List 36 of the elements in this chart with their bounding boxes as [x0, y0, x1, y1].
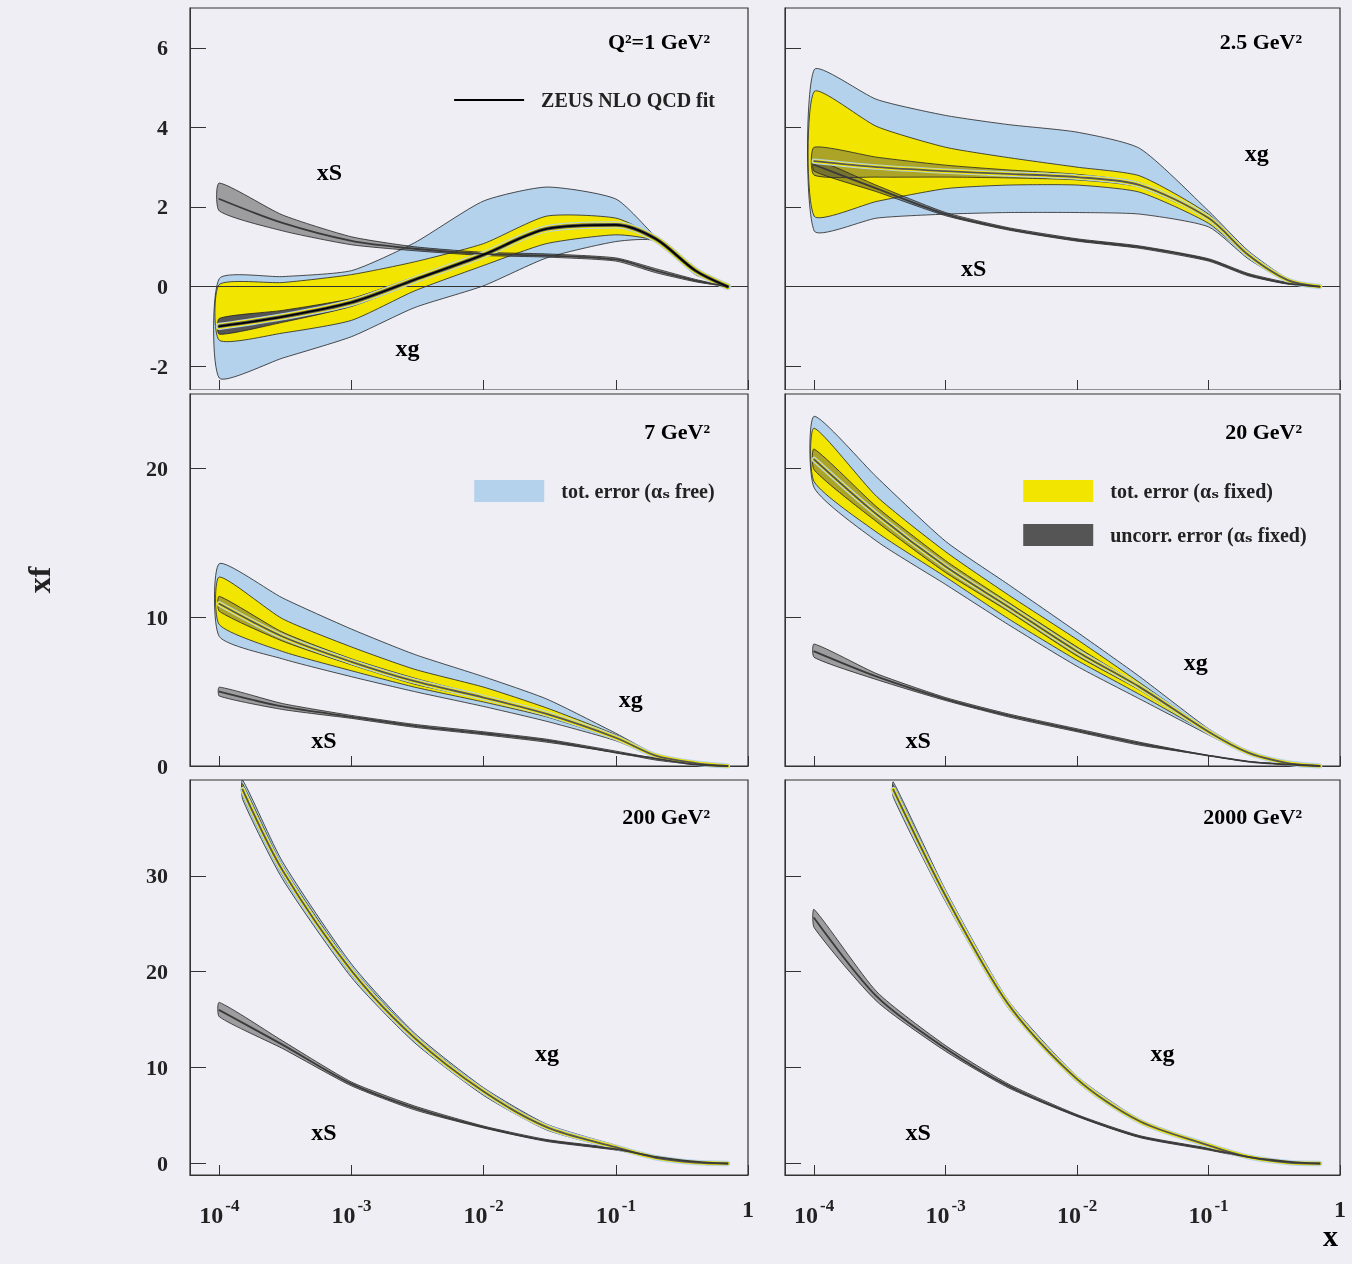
annotation: xg	[395, 334, 420, 361]
y-tick-label: 6	[157, 35, 168, 61]
annotation: xS	[311, 1118, 337, 1145]
y-tick-label: 2	[157, 194, 168, 220]
y-axis-title: xf	[21, 566, 57, 594]
y-tick-label: 0	[157, 274, 168, 300]
y-tick-label: 20	[146, 455, 168, 481]
annotation: xg	[618, 686, 643, 713]
annotation: xS	[961, 254, 987, 281]
y-tick-label: 30	[146, 863, 168, 889]
y-tick-label: 4	[157, 114, 168, 140]
y-tick-label: 10	[146, 604, 168, 630]
legend-label: ZEUS NLO QCD fit	[541, 89, 716, 111]
y-tick-label: 0	[157, 1151, 168, 1176]
annotation: xg	[535, 1039, 560, 1066]
annotation: xS	[311, 726, 337, 753]
annotation: xg	[1150, 1039, 1175, 1066]
y-tick-label: -2	[149, 353, 168, 379]
annotation: xg	[1183, 648, 1208, 675]
legend-label: tot. error (αₛ free)	[561, 480, 715, 503]
y-tick-label: 0	[157, 753, 168, 779]
annotation: 200 GeV²	[622, 803, 711, 829]
annotation: 2000 GeV²	[1203, 803, 1303, 829]
annotation: 20 GeV²	[1225, 418, 1303, 444]
annotation: 2.5 GeV²	[1219, 28, 1303, 54]
annotation: xS	[905, 726, 931, 753]
annotation: xS	[316, 159, 343, 186]
legend-label: tot. error (αₛ fixed)	[1110, 480, 1273, 503]
y-tick-label: 10	[146, 1055, 168, 1081]
annotation: 7 GeV²	[644, 418, 711, 444]
x-tick-label: 1	[742, 1196, 754, 1222]
annotation: xg	[1244, 140, 1269, 167]
legend-label: uncorr. error (αₛ fixed)	[1110, 524, 1307, 547]
y-tick-label: 20	[146, 959, 168, 985]
annotation: Q²=1 GeV²	[607, 28, 711, 54]
annotation: xS	[905, 1118, 931, 1145]
